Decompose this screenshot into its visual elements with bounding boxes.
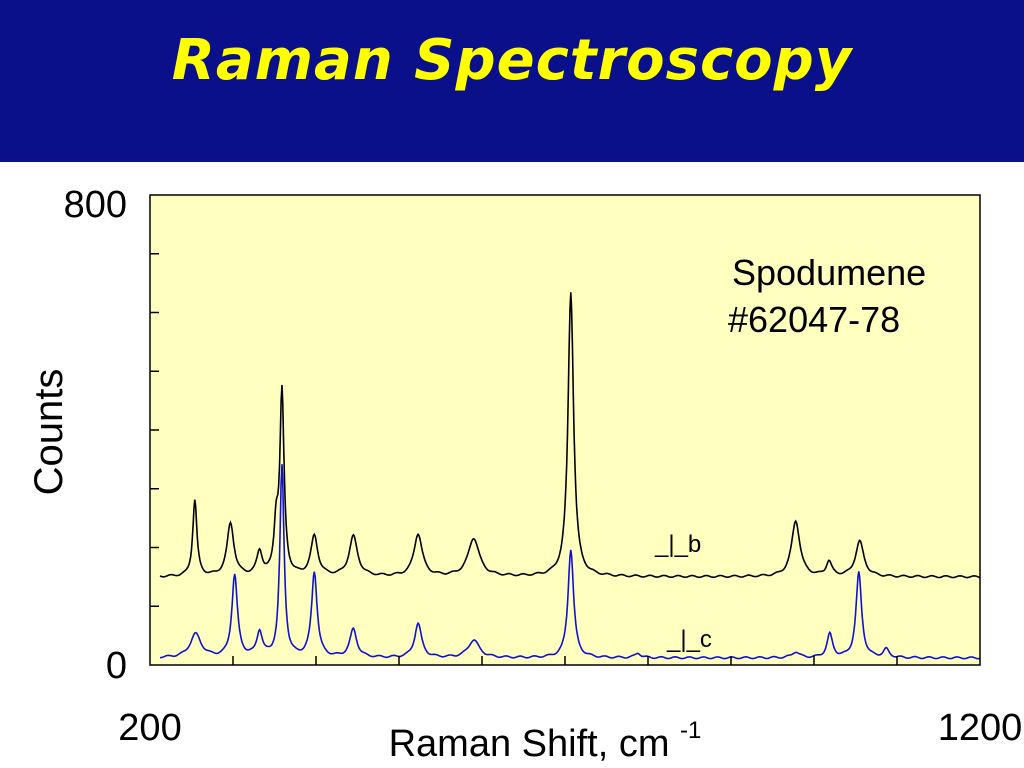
series-layer [159, 292, 981, 660]
x-axis-label-main: Raman Shift, cm [389, 723, 670, 765]
annotation-sample-id: #62047-78 [728, 299, 900, 340]
annotation-mineral-name: Spodumene [732, 252, 926, 293]
raman-spectrum-chart: 800 0 200 1200 Counts Raman Shift, cm -1… [27, 184, 1023, 765]
plot-area [150, 195, 980, 665]
slide-title: Raman Spectroscopy [171, 28, 853, 93]
x-tick-label-1200: 1200 [938, 707, 1023, 749]
series-label-c: _|_c [666, 626, 712, 653]
x-tick-label-200: 200 [118, 707, 181, 749]
y-tick-label-800: 800 [64, 184, 127, 226]
y-axis-label: Counts [27, 369, 71, 496]
x-axis-label: Raman Shift, cm -1 [389, 717, 702, 765]
y-tick-label-0: 0 [106, 645, 127, 687]
series-line-c [159, 464, 981, 660]
slide-header [0, 0, 1024, 162]
x-axis-label-superscript: -1 [680, 717, 701, 744]
tick-layer [150, 253, 898, 665]
series-line-b [159, 292, 981, 579]
series-label-b: _|_b [654, 531, 701, 558]
